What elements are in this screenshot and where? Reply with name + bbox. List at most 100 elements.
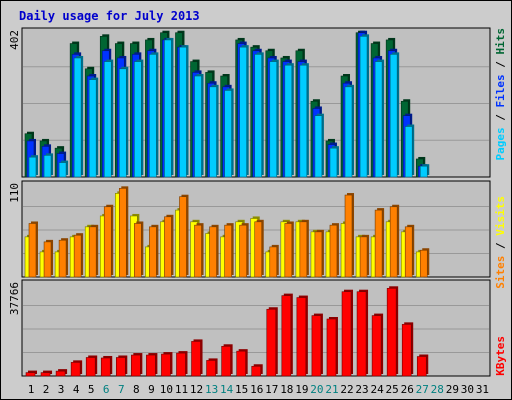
sites-bar — [344, 193, 355, 278]
pages-bar — [284, 63, 294, 178]
kbytes-bar — [236, 349, 248, 377]
legend-visits: Visits — [494, 196, 507, 236]
pages-bar — [239, 45, 249, 178]
kbytes-bar — [100, 355, 113, 377]
legend-sep: / — [494, 108, 507, 128]
day-tick-label: 25 — [386, 383, 399, 396]
pages-bar — [134, 59, 144, 178]
sites-bar — [164, 214, 174, 278]
kbytes-bar — [371, 313, 384, 377]
kbytes-bar — [296, 295, 308, 377]
pages-bar — [103, 59, 114, 178]
pages-bar — [179, 45, 189, 178]
day-tick-label: 15 — [235, 383, 248, 396]
kbytes-bar — [251, 364, 263, 377]
day-tick-label: 2 — [43, 383, 50, 396]
sites-bar — [58, 238, 69, 278]
day-tick-label: 5 — [88, 383, 95, 396]
day-tick-label: 28 — [431, 383, 444, 396]
kbytes-bar — [131, 353, 143, 377]
pages-bar — [344, 84, 355, 178]
pages-bar — [88, 77, 99, 178]
legend-kbytes: KBytes — [494, 336, 507, 376]
day-tick-label: 23 — [355, 383, 368, 396]
legend-files: Files — [494, 74, 507, 107]
day-tick-label: 7 — [118, 383, 125, 396]
pages-bar — [314, 113, 324, 178]
kbytes-bar — [341, 289, 354, 377]
kbytes-bar — [161, 352, 173, 377]
sites-bar — [254, 219, 264, 278]
pages-bar — [389, 52, 400, 178]
day-tick-label: 10 — [160, 383, 173, 396]
pages-bar — [224, 88, 234, 178]
sites-bar — [284, 221, 294, 278]
kbytes-bar — [176, 351, 188, 377]
kbytes-bar — [281, 293, 293, 377]
sites-bar — [73, 233, 84, 278]
sites-bar — [28, 221, 38, 278]
sites-bar — [194, 223, 204, 278]
kbytes-bar — [115, 355, 128, 377]
kbytes-bar — [40, 370, 53, 377]
day-tick-label: 3 — [58, 383, 65, 396]
pages-bar — [359, 34, 370, 178]
legend-hits-files-pages: Pages / Files / Hits — [494, 28, 507, 161]
sites-bar — [118, 186, 129, 278]
day-tick-label: 30 — [461, 383, 474, 396]
kbytes-bar — [25, 370, 37, 377]
day-tick-label: 26 — [401, 383, 414, 396]
kbytes-bar — [206, 358, 218, 377]
day-tick-label: 27 — [416, 383, 429, 396]
day-tick-label: 19 — [295, 383, 308, 396]
kbytes-bar — [70, 360, 83, 377]
day-tick-label: 18 — [280, 383, 293, 396]
day-tick-label: 9 — [148, 383, 155, 396]
sites-bar — [103, 204, 114, 278]
kbytes-bar — [191, 339, 203, 377]
pages-bar — [374, 59, 385, 178]
kbytes-bar — [356, 289, 369, 377]
legend-sites: Sites — [494, 256, 507, 289]
visits-max-label: 110 — [8, 183, 21, 203]
pages-bar — [58, 160, 69, 178]
day-tick-label: 1 — [28, 383, 35, 396]
kbytes-bar — [416, 354, 429, 377]
sites-bar — [43, 239, 54, 278]
day-tick-label: 16 — [250, 383, 263, 396]
sites-bar — [239, 223, 249, 278]
sites-bar — [389, 204, 400, 278]
pages-bar — [209, 84, 219, 178]
legend-sep: / — [494, 236, 507, 256]
day-tick-label: 14 — [220, 383, 234, 396]
day-tick-label: 6 — [103, 383, 110, 396]
sites-bar — [179, 194, 189, 278]
sites-bar — [329, 223, 339, 278]
legend-sep: / — [494, 55, 507, 75]
sites-bar — [134, 221, 144, 278]
pages-bar — [149, 52, 159, 178]
sites-bar — [404, 224, 415, 278]
bars-layer — [24, 30, 430, 377]
kbytes-bar — [311, 313, 323, 377]
legend-kbytes: KBytes — [494, 336, 507, 376]
kbytes-bar — [266, 307, 278, 377]
kbytes-bar — [55, 369, 68, 377]
pages-bar — [73, 55, 84, 178]
kbytes-max-label: 37766 — [8, 282, 21, 315]
pages-bar — [419, 164, 430, 178]
kbytes-bar — [386, 286, 399, 377]
kbytes-bar — [221, 344, 233, 377]
day-tick-label: 12 — [190, 383, 203, 396]
pages-bar — [43, 153, 54, 178]
sites-bar — [209, 224, 219, 278]
legend-visits-sites: Sites / Visits — [494, 196, 507, 289]
pages-bar — [28, 155, 38, 178]
day-tick-label: 31 — [476, 383, 489, 396]
pages-bar — [299, 63, 309, 178]
day-tick-label: 4 — [73, 383, 80, 396]
sites-bar — [374, 208, 385, 278]
day-tick-label: 20 — [310, 383, 323, 396]
